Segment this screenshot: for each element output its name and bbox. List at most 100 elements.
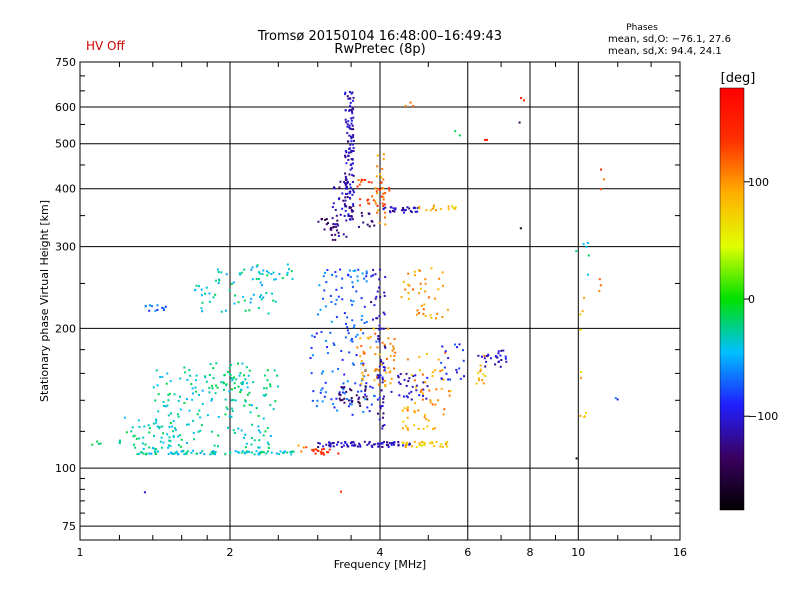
- echo-point: [384, 206, 387, 209]
- echo-point: [343, 392, 346, 395]
- echo-point: [331, 370, 334, 373]
- echo-point: [315, 332, 318, 335]
- echo-point: [380, 181, 383, 184]
- echo-point: [311, 448, 314, 451]
- echo-point: [446, 308, 449, 311]
- echo-point: [229, 451, 232, 454]
- echo-point: [193, 438, 196, 441]
- echo-point: [336, 409, 339, 412]
- echo-point: [392, 207, 395, 210]
- echo-point: [346, 329, 349, 332]
- echo-point: [242, 374, 245, 377]
- echo-point: [216, 268, 219, 271]
- echo-point: [323, 289, 326, 292]
- echo-point: [262, 394, 265, 397]
- echo-point: [441, 316, 444, 319]
- echo-point: [305, 446, 308, 449]
- echo-point: [348, 151, 351, 154]
- echo-point: [402, 211, 405, 214]
- echo-point: [200, 424, 203, 427]
- x-tick-labels: 1 2 4 6 8 10 16: [77, 546, 688, 559]
- echo-point: [228, 366, 231, 369]
- echo-point: [351, 181, 354, 184]
- echo-point: [381, 381, 384, 384]
- echo-point: [352, 189, 355, 192]
- echo-point: [173, 427, 176, 430]
- echo-point: [375, 175, 378, 178]
- echo-point: [413, 410, 416, 413]
- echo-point: [243, 268, 246, 271]
- echo-point: [252, 381, 255, 384]
- echo-point: [349, 339, 352, 342]
- echo-point: [217, 282, 220, 285]
- echo-point: [373, 304, 376, 307]
- echo-point: [239, 391, 242, 394]
- echo-point: [208, 391, 211, 394]
- echo-point: [425, 209, 428, 212]
- echo-point: [244, 399, 247, 402]
- echo-point: [345, 192, 348, 195]
- echo-point: [352, 444, 355, 447]
- echo-point: [456, 346, 459, 349]
- echo-point: [356, 333, 359, 336]
- echo-point: [190, 451, 193, 454]
- echo-point: [220, 381, 223, 384]
- echo-point: [246, 393, 249, 396]
- echo-point: [449, 378, 452, 381]
- echo-point: [214, 279, 217, 282]
- echo-point: [399, 373, 402, 376]
- echo-point: [230, 399, 233, 402]
- echo-point: [414, 274, 417, 277]
- echo-point: [157, 410, 160, 413]
- echo-point: [455, 368, 458, 371]
- echo-point: [329, 294, 332, 297]
- echo-point: [463, 375, 466, 378]
- echo-point: [420, 304, 423, 307]
- echo-point: [391, 349, 394, 352]
- echo-point: [441, 271, 444, 274]
- echo-point: [380, 195, 383, 198]
- echo-point: [171, 425, 174, 428]
- echo-point: [442, 413, 445, 416]
- echo-point: [220, 271, 223, 274]
- y-tick-label: 750: [55, 56, 76, 69]
- echo-point: [185, 453, 188, 456]
- echo-point: [376, 377, 379, 380]
- echo-point: [332, 441, 335, 444]
- echo-point: [152, 422, 155, 425]
- echo-point: [419, 287, 422, 290]
- echo-point: [579, 414, 582, 417]
- echo-point: [484, 375, 487, 378]
- echo-point: [435, 440, 438, 443]
- echo-point: [257, 425, 260, 428]
- echo-point: [383, 380, 386, 383]
- echo-point: [330, 234, 333, 237]
- echo-point: [378, 324, 381, 327]
- echo-point: [344, 149, 347, 152]
- echo-point: [341, 386, 344, 389]
- echo-point: [212, 451, 215, 454]
- echo-point: [266, 270, 269, 273]
- echo-point: [382, 153, 385, 156]
- echo-point: [234, 450, 237, 453]
- echo-point: [222, 381, 225, 384]
- echo-point: [425, 418, 428, 421]
- echo-point: [348, 124, 351, 127]
- echo-point: [169, 440, 172, 443]
- echo-point: [351, 281, 354, 284]
- echo-point: [351, 173, 354, 176]
- echo-point: [375, 375, 378, 378]
- echo-point: [367, 202, 370, 205]
- echo-point: [390, 206, 393, 209]
- echo-point: [136, 453, 139, 456]
- echo-point: [140, 451, 143, 454]
- echo-point: [162, 441, 165, 444]
- echo-point: [409, 209, 412, 212]
- echo-point: [290, 270, 293, 273]
- echo-point: [349, 127, 352, 130]
- echo-point: [383, 343, 386, 346]
- echo-point: [162, 307, 165, 310]
- echo-point: [348, 192, 351, 195]
- echo-point: [376, 398, 379, 401]
- echo-point: [179, 395, 182, 398]
